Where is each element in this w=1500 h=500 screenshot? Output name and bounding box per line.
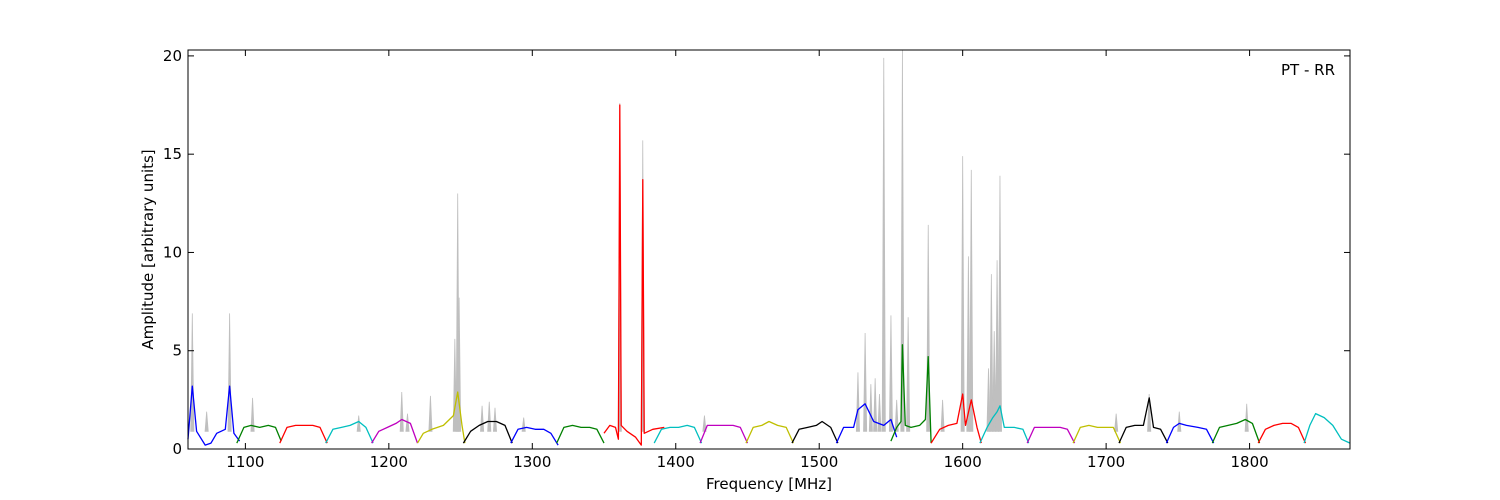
band-series-line — [1165, 422, 1215, 444]
y-tick-label: 15 — [163, 145, 182, 163]
x-tick-label: 1600 — [944, 453, 982, 471]
background-spike — [900, 49, 905, 432]
background-spike — [480, 405, 485, 432]
background-spike — [1177, 411, 1182, 432]
band-series-line — [462, 420, 513, 444]
x-tick-label: 1100 — [226, 453, 264, 471]
x-tick-label: 1500 — [800, 453, 838, 471]
background-spike — [888, 315, 893, 432]
x-axis-ticks: 1100 1200 1300 1400 1500 1600 1700 1800 — [226, 50, 1269, 471]
background-spike — [989, 274, 994, 432]
band-series-line — [187, 385, 241, 446]
y-tick-label: 0 — [172, 440, 182, 458]
background-spike — [521, 417, 526, 432]
y-axis-label: Amplitude [arbitrary units] — [139, 149, 157, 349]
background-spike — [227, 313, 232, 432]
plot-frame — [187, 49, 1351, 450]
band-series-line — [653, 424, 703, 444]
band-series-line — [556, 424, 605, 444]
y-tick-label: 20 — [163, 47, 182, 65]
background-spikes — [190, 49, 1249, 432]
background-spike — [190, 313, 195, 432]
band-series-line — [1211, 418, 1261, 444]
band-series-line — [1026, 426, 1076, 444]
background-spike — [487, 401, 492, 432]
band-series-line — [236, 424, 282, 444]
background-spike — [995, 260, 1000, 432]
background-spike — [906, 317, 911, 432]
band-series-line — [279, 424, 328, 444]
x-tick-label: 1300 — [513, 453, 551, 471]
band-series-line — [791, 420, 839, 444]
band-series-line — [979, 405, 1030, 444]
x-axis-label: Frequency [MHz] — [706, 475, 832, 493]
background-spike — [855, 372, 860, 432]
background-spike — [881, 57, 886, 432]
y-axis-ticks: 0 5 10 15 20 — [163, 47, 1350, 458]
band-series-line — [745, 420, 794, 444]
band-series-line — [603, 104, 665, 446]
x-tick-label: 1200 — [370, 453, 408, 471]
band-series-line — [371, 418, 419, 444]
background-spike — [960, 156, 965, 432]
background-spike — [452, 338, 457, 432]
band-series-line — [1257, 422, 1307, 444]
background-spike — [894, 399, 899, 432]
x-tick-label: 1400 — [657, 453, 695, 471]
background-spike — [992, 331, 997, 432]
chart-annotation: PT - RR — [1281, 61, 1335, 79]
band-series-line — [930, 393, 982, 444]
background-spike — [868, 384, 873, 432]
background-spike — [492, 407, 498, 432]
background-spike — [399, 391, 404, 432]
background-spike — [356, 415, 361, 432]
series-lines — [187, 104, 1351, 446]
background-spike — [873, 378, 878, 432]
background-spike — [940, 399, 945, 432]
y-tick-label: 10 — [163, 243, 182, 261]
background-spike — [428, 395, 433, 432]
background-spike — [1244, 403, 1249, 432]
background-spike — [877, 393, 882, 432]
y-tick-label: 5 — [172, 342, 182, 360]
background-spike — [969, 169, 974, 432]
band-series-line — [1303, 412, 1351, 444]
x-tick-label: 1800 — [1230, 453, 1268, 471]
band-series-line — [1072, 424, 1122, 444]
x-tick-label: 1700 — [1087, 453, 1125, 471]
background-spike — [204, 411, 209, 432]
background-spike — [250, 397, 255, 432]
background-spike — [1114, 413, 1119, 432]
band-series-line — [416, 391, 466, 444]
background-spike — [966, 256, 971, 432]
background-spike — [863, 333, 868, 432]
band-series-line — [890, 344, 932, 444]
band-series-line — [510, 426, 559, 446]
band-series-line — [1118, 397, 1169, 444]
background-spike — [1147, 393, 1152, 432]
background-spike — [986, 368, 991, 432]
band-series-line — [699, 424, 749, 444]
band-series-line — [325, 420, 374, 444]
background-spike — [997, 175, 1002, 432]
band-series-line — [835, 403, 898, 444]
